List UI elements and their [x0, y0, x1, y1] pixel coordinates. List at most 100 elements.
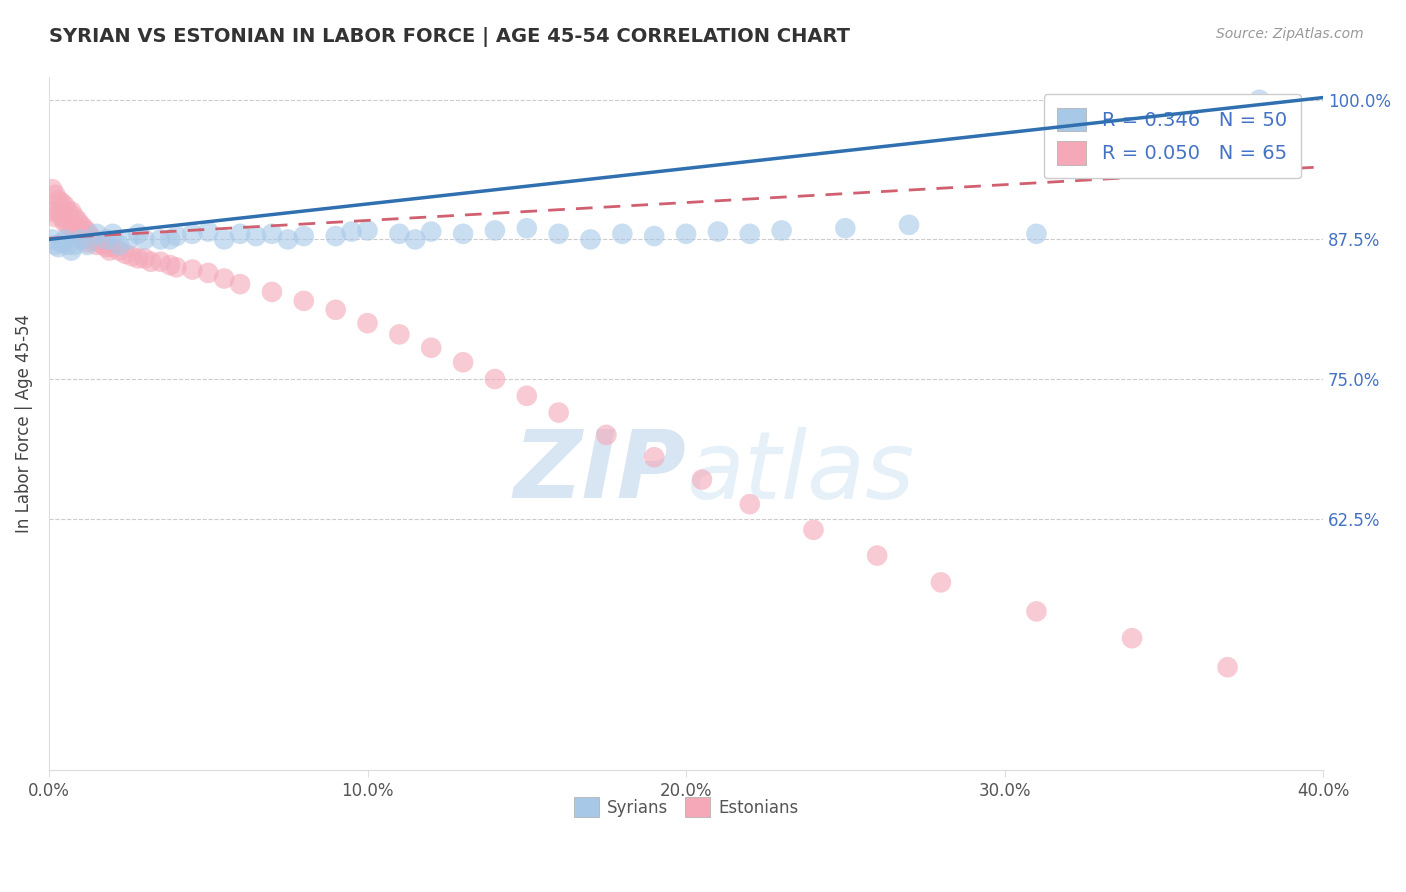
Point: [181, 227, 204, 241]
Point: [866, 549, 889, 563]
Point: [898, 218, 921, 232]
Point: [420, 225, 443, 239]
Point: [484, 372, 506, 386]
Point: [60, 244, 83, 258]
Point: [121, 249, 143, 263]
Point: [51, 235, 73, 250]
Point: [212, 271, 235, 285]
Point: [388, 327, 411, 342]
Point: [229, 227, 252, 241]
Point: [770, 223, 793, 237]
Point: [56, 218, 79, 232]
Point: [149, 232, 172, 246]
Point: [83, 232, 105, 246]
Point: [738, 227, 761, 241]
Point: [73, 232, 96, 246]
Point: [73, 221, 96, 235]
Point: [197, 266, 219, 280]
Point: [484, 223, 506, 237]
Point: [91, 238, 114, 252]
Point: [60, 204, 83, 219]
Point: [1216, 660, 1239, 674]
Point: [181, 262, 204, 277]
Point: [212, 232, 235, 246]
Point: [404, 232, 426, 246]
Point: [803, 523, 825, 537]
Point: [197, 225, 219, 239]
Point: [66, 213, 89, 227]
Point: [643, 229, 665, 244]
Point: [63, 210, 86, 224]
Point: [108, 238, 131, 252]
Point: [66, 227, 89, 241]
Legend: Syrians, Estonians: Syrians, Estonians: [567, 790, 806, 824]
Point: [149, 254, 172, 268]
Point: [48, 204, 70, 219]
Point: [929, 575, 952, 590]
Point: [89, 235, 111, 250]
Point: [56, 204, 79, 219]
Point: [114, 247, 136, 261]
Point: [159, 232, 181, 246]
Point: [325, 302, 347, 317]
Point: [79, 229, 101, 244]
Point: [595, 428, 617, 442]
Point: [76, 235, 98, 250]
Point: [69, 229, 91, 244]
Point: [1025, 227, 1047, 241]
Point: [86, 227, 108, 241]
Point: [356, 316, 378, 330]
Point: [260, 227, 283, 241]
Point: [229, 277, 252, 291]
Point: [96, 240, 118, 254]
Point: [41, 182, 63, 196]
Point: [56, 238, 79, 252]
Point: [707, 225, 730, 239]
Point: [48, 240, 70, 254]
Point: [41, 232, 63, 246]
Point: [292, 293, 315, 308]
Point: [547, 227, 569, 241]
Point: [325, 229, 347, 244]
Point: [356, 223, 378, 237]
Text: ZIP: ZIP: [513, 426, 686, 518]
Point: [101, 240, 124, 254]
Point: [1249, 93, 1271, 107]
Point: [51, 210, 73, 224]
Point: [53, 232, 76, 246]
Point: [53, 216, 76, 230]
Point: [292, 229, 315, 244]
Point: [53, 199, 76, 213]
Text: SYRIAN VS ESTONIAN IN LABOR FORCE | AGE 45-54 CORRELATION CHART: SYRIAN VS ESTONIAN IN LABOR FORCE | AGE …: [49, 27, 851, 46]
Point: [245, 229, 267, 244]
Point: [1121, 137, 1143, 152]
Text: atlas: atlas: [686, 426, 914, 517]
Point: [127, 252, 149, 266]
Point: [451, 355, 474, 369]
Point: [1121, 631, 1143, 645]
Point: [738, 497, 761, 511]
Point: [260, 285, 283, 299]
Point: [44, 187, 66, 202]
Point: [98, 244, 121, 258]
Point: [388, 227, 411, 241]
Point: [612, 227, 634, 241]
Point: [63, 221, 86, 235]
Point: [579, 232, 602, 246]
Point: [675, 227, 697, 241]
Point: [165, 229, 187, 244]
Point: [69, 232, 91, 246]
Point: [277, 232, 299, 246]
Point: [690, 473, 713, 487]
Point: [134, 252, 156, 266]
Point: [547, 405, 569, 419]
Point: [76, 225, 98, 239]
Point: [117, 232, 139, 246]
Point: [108, 244, 131, 258]
Point: [48, 194, 70, 208]
Point: [44, 210, 66, 224]
Point: [834, 221, 856, 235]
Point: [86, 238, 108, 252]
Point: [340, 225, 363, 239]
Point: [516, 221, 538, 235]
